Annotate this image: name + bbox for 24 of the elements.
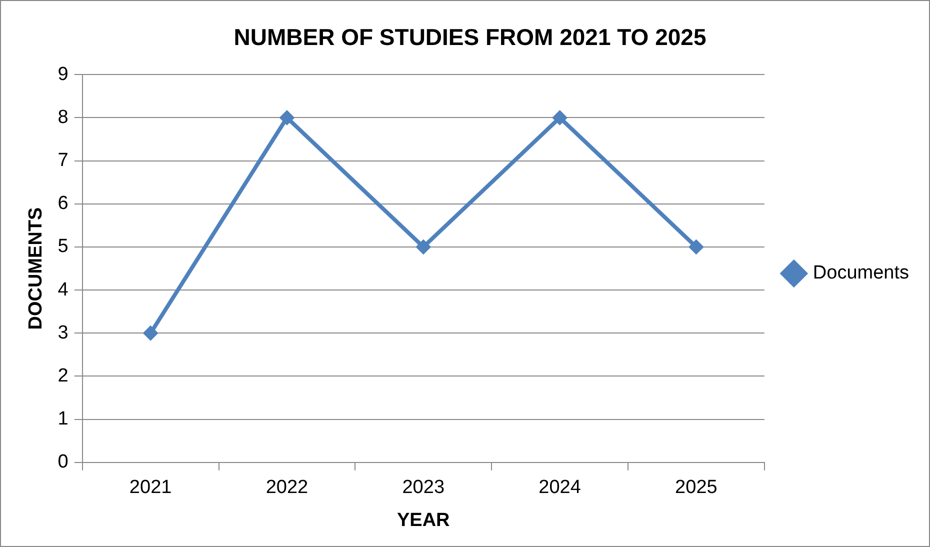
point [143, 326, 158, 341]
legend-label: Documents [812, 262, 910, 284]
y-tick-label: 5 [58, 236, 68, 258]
x-tick-label: 2025 [675, 477, 718, 498]
y-tick-label: 1 [58, 408, 68, 430]
chart-title: NUMBER OF STUDIES FROM 2021 TO 2025 [234, 24, 706, 50]
x-tick-label: 2022 [266, 477, 308, 498]
y-tick-label: 0 [58, 452, 68, 473]
point [552, 110, 568, 126]
y-tick-label: 9 [58, 64, 68, 85]
point [688, 239, 704, 254]
point [279, 110, 294, 126]
y-tick-label: 4 [58, 279, 69, 300]
y-tick-label: 6 [58, 193, 68, 214]
y-tick-label: 3 [58, 322, 68, 344]
x-axis-title: YEAR [396, 510, 450, 531]
x-tick-label: 2024 [538, 477, 582, 498]
point [416, 239, 431, 254]
y-axis-title: DOCUMENTS [26, 207, 47, 330]
y-tick-label: 7 [58, 150, 68, 172]
x-tick-label: 2023 [402, 477, 445, 498]
y-tick-label: 8 [58, 106, 68, 128]
x-tick-label: 2021 [129, 477, 172, 498]
y-tick-label: 2 [58, 365, 68, 386]
